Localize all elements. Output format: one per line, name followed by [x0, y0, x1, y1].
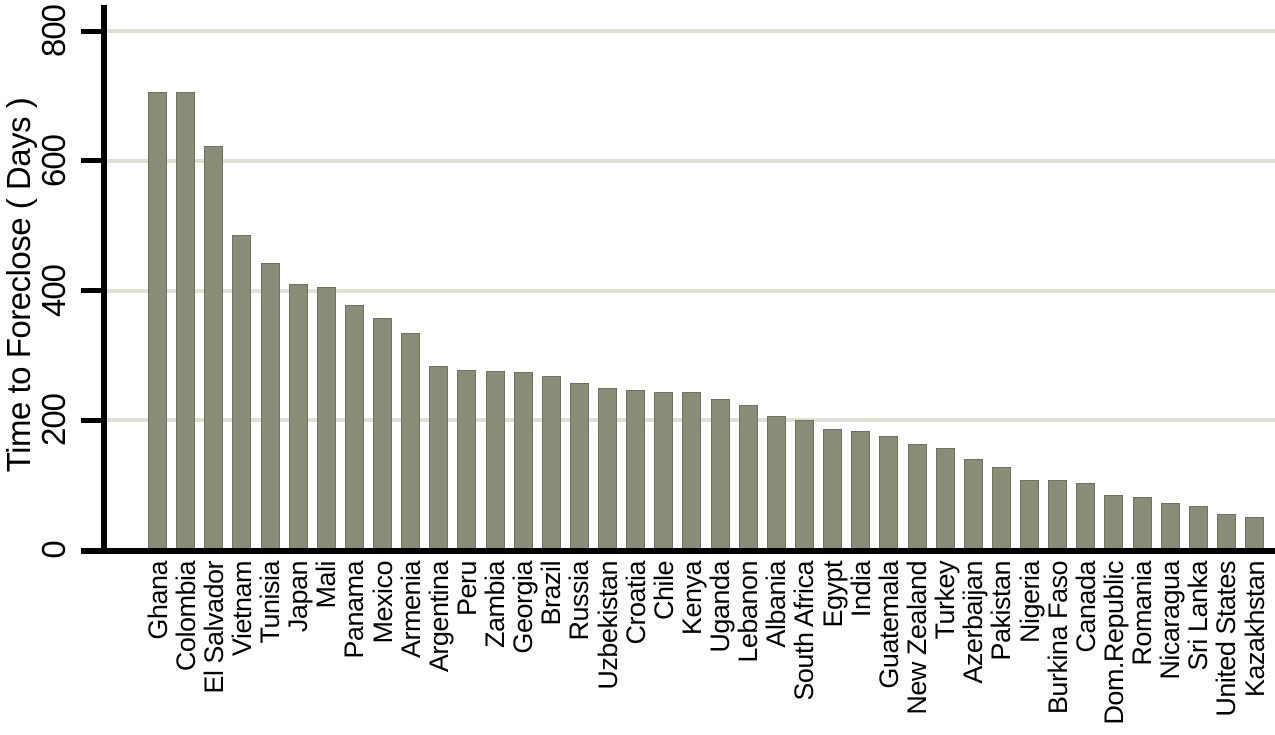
- x-category-label: Kenya: [676, 561, 707, 636]
- x-category-label: Romania: [1127, 561, 1158, 666]
- x-category-label: Turkey: [930, 561, 961, 640]
- x-category-label: Russia: [564, 561, 595, 641]
- x-category-label: Peru: [451, 561, 482, 617]
- x-category-label: Uzbekistan: [592, 561, 623, 690]
- x-category-label: Croatia: [620, 561, 651, 645]
- bar: [1216, 513, 1236, 550]
- y-tick-label: 0: [35, 541, 72, 559]
- bar: [626, 390, 646, 550]
- x-category-label: Nigeria: [1014, 561, 1045, 644]
- x-category-label: South Africa: [789, 561, 820, 701]
- bar: [1076, 483, 1096, 550]
- bar: [541, 376, 561, 550]
- x-category-label: Chile: [648, 561, 679, 621]
- bar: [148, 91, 167, 550]
- bar: [738, 405, 758, 550]
- y-axis-tick: [81, 417, 102, 423]
- x-category-label: Dom.Republic: [1098, 561, 1129, 725]
- y-axis-line: [101, 5, 107, 554]
- bar: [344, 304, 364, 550]
- bar: [766, 416, 786, 550]
- y-axis-tick: [81, 28, 102, 34]
- bar: [1132, 497, 1152, 550]
- x-category-label: Colombia: [170, 561, 201, 672]
- x-category-label: Argentina: [423, 561, 454, 673]
- x-category-label: Tunisia: [255, 561, 286, 644]
- y-tick-label: 800: [35, 4, 72, 58]
- y-axis-tick: [81, 288, 102, 293]
- x-category-label: United States: [1211, 561, 1242, 717]
- bar: [823, 428, 843, 550]
- y-axis-title: Time to Foreclose ( Days ): [0, 97, 37, 473]
- x-category-label: Kazakhstan: [1239, 561, 1270, 698]
- gridline: [107, 29, 1275, 33]
- bar: [513, 371, 533, 550]
- x-axis-line: [81, 548, 1275, 554]
- bar: [316, 286, 336, 550]
- bar: [457, 370, 477, 550]
- x-category-label: Mali: [311, 561, 342, 609]
- bar: [1104, 494, 1124, 550]
- x-category-label: Canada: [1070, 561, 1101, 653]
- bar: [1245, 516, 1265, 550]
- x-category-label: Zambia: [480, 561, 511, 649]
- bar: [1188, 505, 1208, 550]
- bar: [569, 382, 589, 550]
- bar: [401, 333, 421, 550]
- bar: [907, 444, 927, 550]
- bar: [260, 262, 280, 550]
- bar: [204, 146, 224, 550]
- bar: [794, 420, 814, 550]
- bar: [373, 318, 393, 550]
- x-category-label: Azerbaijan: [958, 561, 989, 684]
- bar: [232, 234, 252, 550]
- bar: [710, 398, 730, 550]
- bar: [682, 392, 702, 550]
- y-tick-label: 600: [35, 134, 72, 187]
- x-category-label: New Zealand: [902, 561, 932, 715]
- bar: [963, 459, 983, 550]
- bar: [1160, 503, 1180, 550]
- bar: [1048, 479, 1068, 550]
- x-category-label: Japan: [283, 561, 314, 633]
- bar: [485, 370, 505, 550]
- bar: [176, 91, 196, 550]
- x-category-label: Nicaragua: [1155, 561, 1186, 680]
- y-axis-tick: [81, 158, 102, 164]
- x-category-label: Ghana: [142, 561, 173, 640]
- x-category-label: Albania: [761, 561, 792, 648]
- y-tick-label: 400: [35, 264, 72, 317]
- x-category-label: India: [845, 561, 876, 618]
- x-category-label: Burkina Faso: [1042, 561, 1073, 715]
- bar: [654, 392, 674, 550]
- bar: [429, 366, 449, 550]
- x-category-label: Brazil: [536, 561, 567, 626]
- x-category-label: Uganda: [705, 561, 736, 653]
- bar: [288, 284, 308, 550]
- x-category-label: Lebanon: [733, 561, 764, 663]
- bar: [598, 387, 618, 550]
- gridline: [107, 158, 1275, 163]
- x-category-label: Egypt: [817, 561, 848, 628]
- x-category-label: Panama: [339, 561, 370, 659]
- x-category-label: Georgia: [508, 561, 539, 654]
- bar: [991, 466, 1011, 550]
- x-category-label: Armenia: [395, 561, 426, 659]
- bar: [879, 435, 899, 550]
- x-category-label: Pakistan: [986, 561, 1017, 661]
- x-category-label: Mexico: [367, 561, 398, 644]
- bar: [1020, 479, 1040, 550]
- y-tick-label: 200: [35, 394, 72, 447]
- gridline: [107, 288, 1275, 293]
- bar: [935, 448, 955, 550]
- bar: [851, 431, 871, 550]
- x-category-label: Guatemala: [873, 561, 904, 689]
- x-category-label: El Salvador: [198, 561, 229, 694]
- x-category-label: Sri Lanka: [1183, 561, 1214, 671]
- x-category-label: Vietnam: [226, 561, 257, 657]
